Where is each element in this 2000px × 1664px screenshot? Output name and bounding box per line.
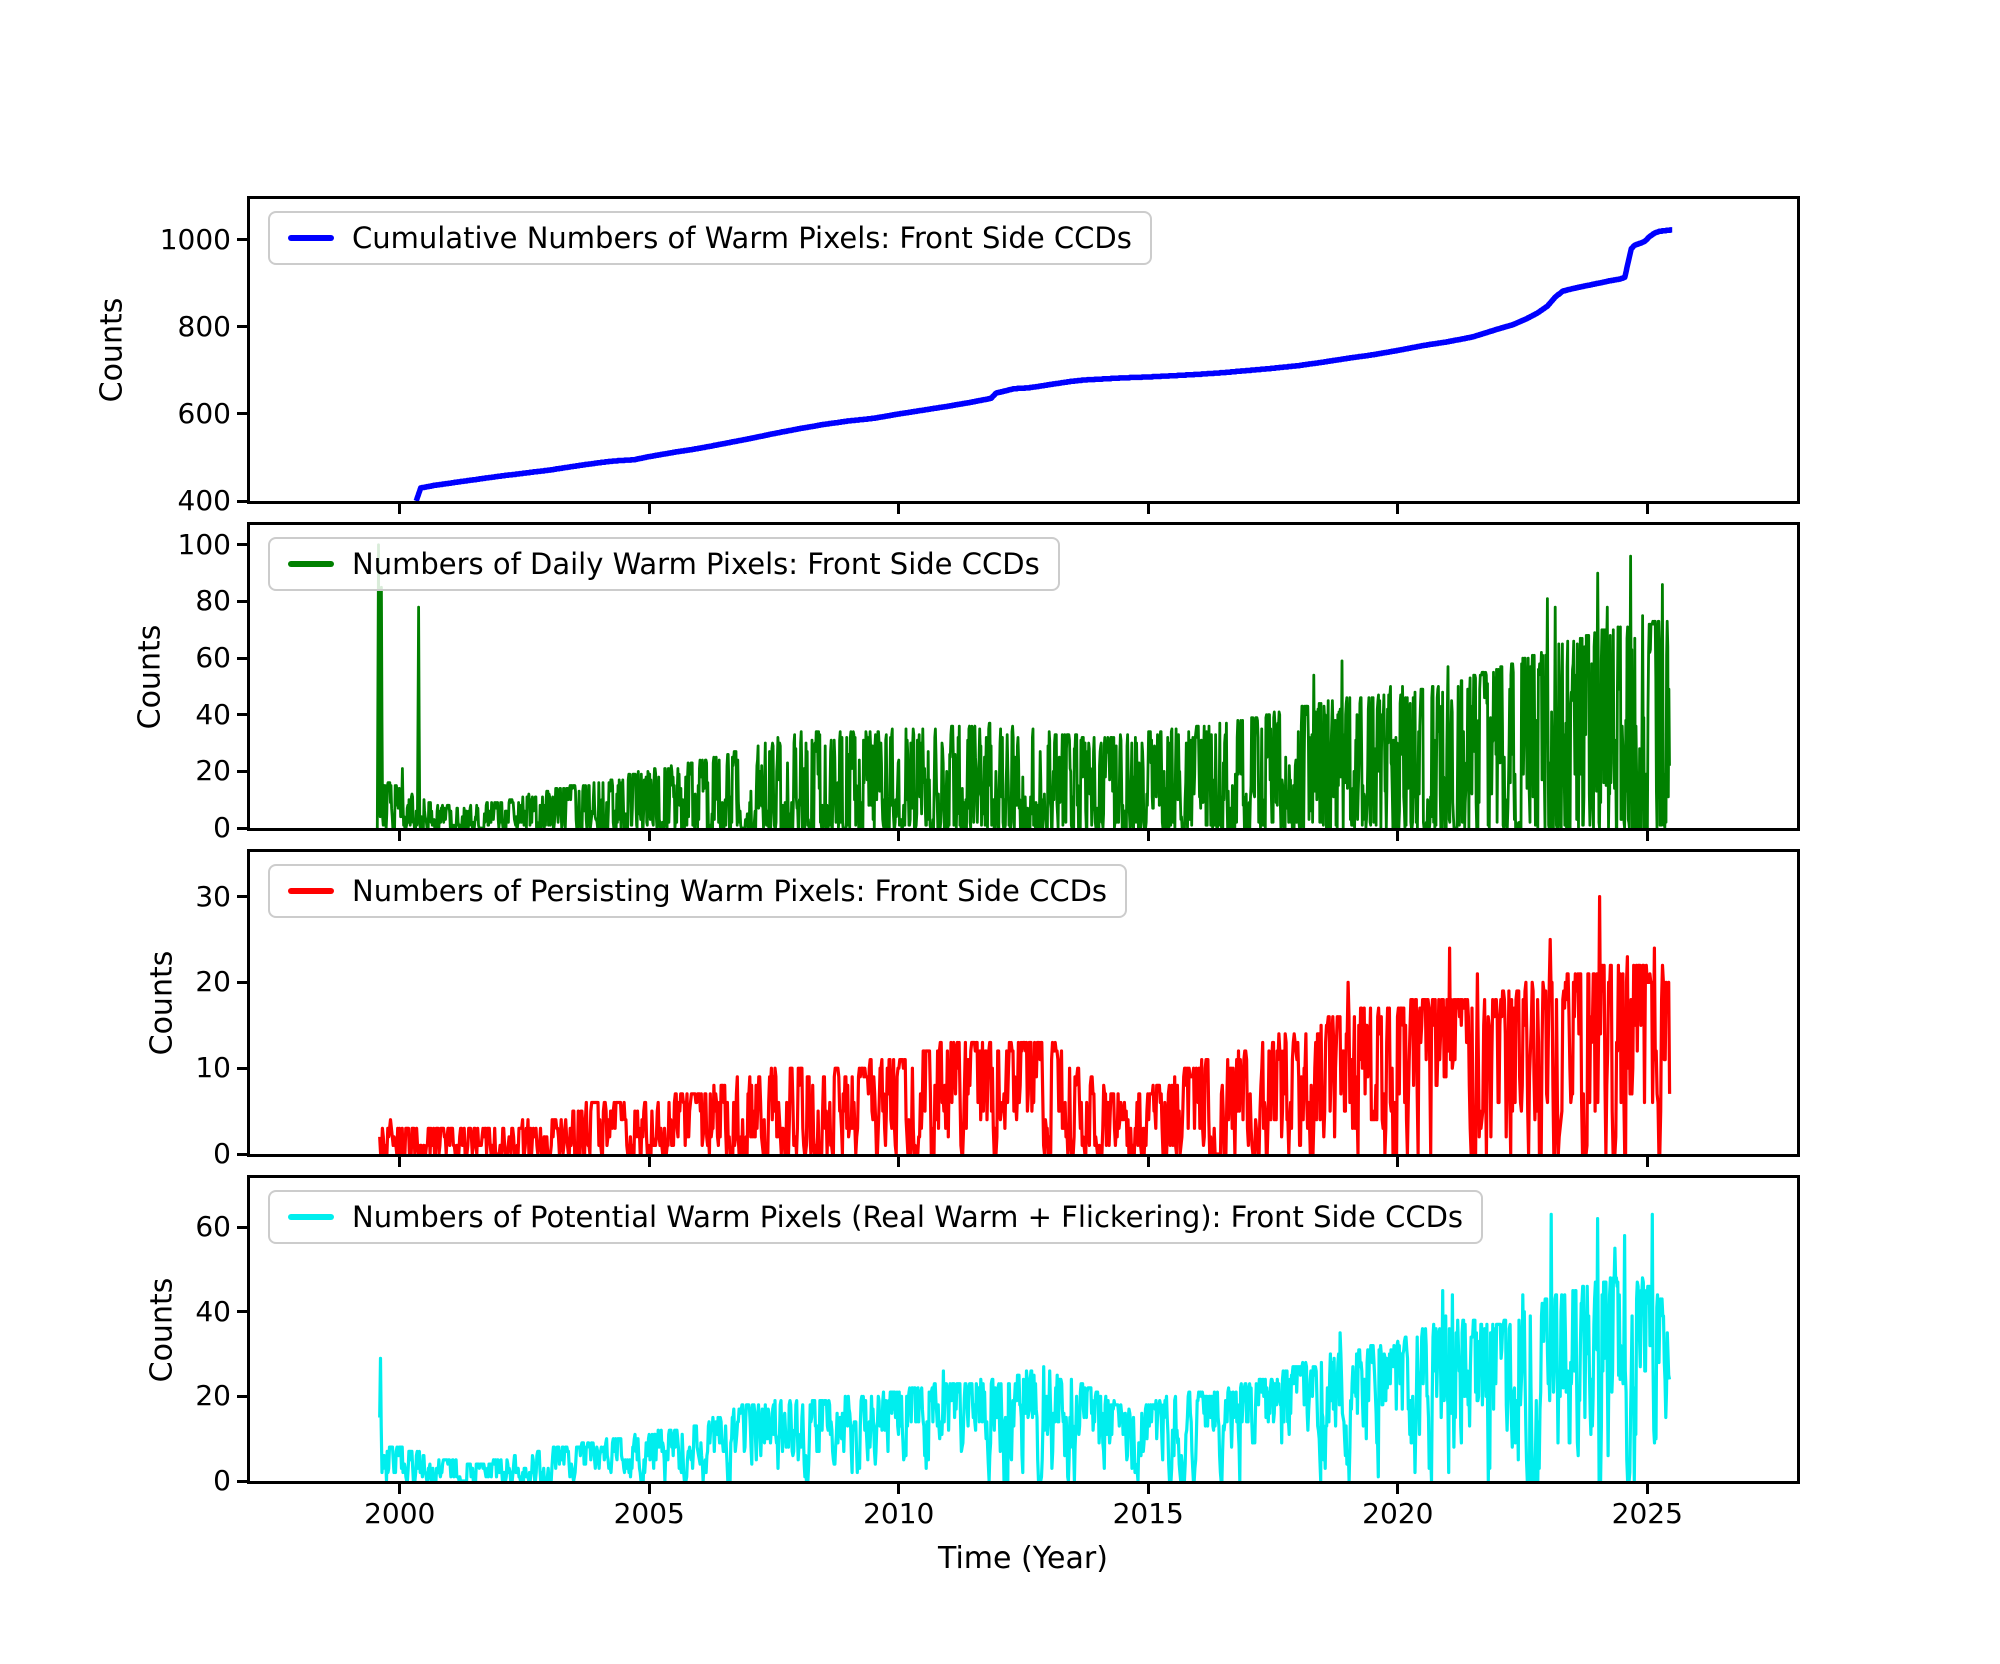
y-tick-mark <box>237 412 247 416</box>
legend-line-swatch-red <box>288 888 334 895</box>
cumulative-line-plot <box>413 227 1675 501</box>
legend-line-swatch-green <box>288 561 334 568</box>
y-tick-mark <box>237 713 247 717</box>
x-tick-mark <box>1645 504 1649 514</box>
y-tick-mark <box>237 769 247 773</box>
y-axis-label: Counts <box>144 1277 180 1382</box>
legend-label: Cumulative Numbers of Warm Pixels: Front… <box>352 221 1132 255</box>
y-tick-mark <box>237 826 247 830</box>
persisting-line-plot <box>378 895 1672 1154</box>
y-tick-label: 400 <box>177 484 231 517</box>
y-tick-mark <box>237 1225 247 1229</box>
x-tick-label: 2005 <box>613 1497 685 1530</box>
y-tick-mark <box>237 1152 247 1156</box>
legend-persisting: Numbers of Persisting Warm Pixels: Front… <box>268 864 1128 919</box>
y-tick-mark <box>237 1394 247 1398</box>
y-tick-mark <box>237 238 247 242</box>
x-tick-mark <box>1146 1484 1150 1494</box>
panel-daily-warm-pixels: Numbers of Daily Warm Pixels: Front Side… <box>247 522 1800 831</box>
y-tick-mark <box>237 599 247 603</box>
x-tick-mark <box>1396 831 1400 841</box>
y-tick-label: 20 <box>195 1379 231 1413</box>
y-tick-label: 20 <box>195 754 231 788</box>
y-tick-label: 60 <box>195 1210 231 1244</box>
x-tick-mark <box>398 1484 402 1494</box>
x-tick-label: 2020 <box>1362 1497 1434 1530</box>
legend-cumulative: Cumulative Numbers of Warm Pixels: Front… <box>268 211 1152 266</box>
legend-line-swatch-cyan <box>288 1214 334 1221</box>
x-axis-label: Time (Year) <box>938 1541 1108 1576</box>
y-tick-mark <box>237 1479 247 1483</box>
x-tick-mark <box>647 1157 651 1167</box>
x-tick-mark <box>1645 1157 1649 1167</box>
y-axis-label: Counts <box>144 950 180 1056</box>
x-tick-mark <box>1146 831 1150 841</box>
panel-persisting-warm-pixels: Numbers of Persisting Warm Pixels: Front… <box>247 849 1800 1157</box>
daily-line-plot <box>375 543 1671 828</box>
cumulative-series-line <box>413 227 1675 501</box>
y-tick-mark <box>237 543 247 547</box>
y-tick-label: 10 <box>195 1051 231 1085</box>
y-axis-label: Counts <box>132 624 168 729</box>
y-tick-mark <box>237 1066 247 1070</box>
x-tick-mark <box>1396 504 1400 514</box>
y-tick-label: 80 <box>195 584 231 618</box>
potential-line-plot <box>378 1212 1672 1481</box>
y-tick-label: 1000 <box>159 222 231 256</box>
panel-potential-warm-pixels: Numbers of Potential Warm Pixels (Real W… <box>247 1175 1800 1484</box>
x-tick-label: 2025 <box>1611 1497 1683 1530</box>
x-tick-label: 2010 <box>863 1497 935 1530</box>
x-tick-mark <box>1645 831 1649 841</box>
y-tick-mark <box>237 499 247 503</box>
y-tick-mark <box>237 325 247 329</box>
y-tick-label: 60 <box>195 641 231 675</box>
panel-cumulative-warm-pixels: Cumulative Numbers of Warm Pixels: Front… <box>247 196 1800 504</box>
y-axis-label: Counts <box>94 297 130 403</box>
y-tick-label: 800 <box>177 309 231 343</box>
x-tick-label: 2000 <box>364 1497 436 1530</box>
x-tick-mark <box>1645 1484 1649 1494</box>
y-tick-mark <box>237 656 247 660</box>
y-tick-label: 0 <box>213 811 231 844</box>
x-tick-mark <box>897 504 901 514</box>
x-tick-mark <box>1146 1157 1150 1167</box>
x-tick-mark <box>897 1157 901 1167</box>
x-tick-mark <box>398 504 402 514</box>
legend-daily: Numbers of Daily Warm Pixels: Front Side… <box>268 537 1060 592</box>
x-tick-mark <box>647 504 651 514</box>
x-tick-mark <box>1396 1484 1400 1494</box>
y-tick-label: 20 <box>195 965 231 999</box>
x-tick-label: 2015 <box>1112 1497 1184 1530</box>
y-tick-label: 40 <box>195 1294 231 1328</box>
x-tick-mark <box>398 1157 402 1167</box>
x-tick-mark <box>647 1484 651 1494</box>
legend-label: Numbers of Daily Warm Pixels: Front Side… <box>352 547 1040 581</box>
x-tick-mark <box>897 1484 901 1494</box>
x-tick-mark <box>647 831 651 841</box>
y-tick-mark <box>237 980 247 984</box>
x-tick-mark <box>1396 1157 1400 1167</box>
legend-line-swatch-blue <box>288 235 334 242</box>
y-tick-mark <box>237 895 247 899</box>
y-tick-label: 100 <box>177 527 231 561</box>
y-tick-label: 600 <box>177 396 231 430</box>
x-tick-mark <box>897 831 901 841</box>
x-tick-mark <box>398 831 402 841</box>
potential-series-line <box>378 1212 1672 1481</box>
y-tick-label: 30 <box>195 879 231 913</box>
y-tick-mark <box>237 1310 247 1314</box>
legend-label: Numbers of Persisting Warm Pixels: Front… <box>352 874 1108 908</box>
daily-series-line <box>375 543 1671 828</box>
y-tick-label: 0 <box>213 1137 231 1170</box>
legend-potential: Numbers of Potential Warm Pixels (Real W… <box>268 1190 1484 1245</box>
x-tick-mark <box>1146 504 1150 514</box>
persisting-series-line <box>378 895 1672 1154</box>
y-tick-label: 40 <box>195 697 231 731</box>
y-tick-label: 0 <box>213 1464 231 1497</box>
legend-label: Numbers of Potential Warm Pixels (Real W… <box>352 1200 1464 1234</box>
